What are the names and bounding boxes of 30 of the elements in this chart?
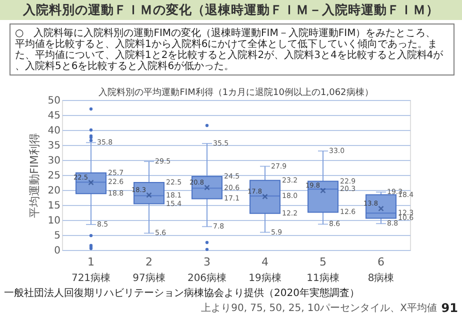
y-tick-label: 20 xyxy=(48,186,60,196)
text: ○ 入院料毎に入院料別の運動FIMの変化（退棟時運動FIM－入院時運動FIM）をみたところ、平均値を比較すると、入院料1から入院料6にかけて全体として低下していく傾向であった。また、平均値について、入院料1と2を比較すると入院料2が、入院料3と4を比較すると入院料4が、入院料5と6を比較すると入院料6が低かった。 xyxy=(15,27,444,72)
x-tick-label: 3 xyxy=(204,256,210,268)
text: 206病棟 xyxy=(187,272,227,284)
text: 97病棟 xyxy=(132,272,166,284)
y-tick-label: 25 xyxy=(48,170,60,182)
text: 上より90, 75, 50, 25, 10パーセンタイル、X平均値 xyxy=(201,302,437,314)
text: 19病棟 xyxy=(248,272,282,284)
text: 721病棟 xyxy=(71,272,111,284)
text: 8病棟 xyxy=(368,272,394,284)
y-tick-label: 35 xyxy=(48,140,60,152)
chart-subtitle: 入院料別の平均運動FIM利得（1カ月に退院10例以上の1,062病棟） xyxy=(98,87,374,98)
y-tick-label: 15 xyxy=(48,200,60,212)
x-tick-label: 6 xyxy=(378,256,384,268)
y-tick-label: 50 xyxy=(48,96,60,106)
text: 11病棟 xyxy=(306,272,340,284)
y-tick-label: 5 xyxy=(54,230,60,242)
x-tick-label: 4 xyxy=(262,256,268,268)
x-tick-label: 5 xyxy=(320,256,326,268)
y-tick-label: 30 xyxy=(48,156,60,166)
x-tick-label: 1 xyxy=(88,256,94,268)
y-tick-label: 40 xyxy=(48,126,60,136)
y-tick-label: 10 xyxy=(48,216,60,226)
x-tick-label: 2 xyxy=(146,256,152,268)
chart-title: 入院料別の運動ＦＩＭの変化（退棟時運動ＦＩＭ－入院時運動ＦＩＭ） xyxy=(22,2,439,17)
text: 一般社団法人回復期リハビリテーション病棟協会より提供（2020年実態調査） xyxy=(4,287,360,299)
text: 91 xyxy=(441,301,458,315)
y-tick-label: 0 xyxy=(54,246,60,256)
y-axis-title: 平均運動FIM利得 xyxy=(28,132,41,218)
y-tick-label: 45 xyxy=(48,110,60,122)
